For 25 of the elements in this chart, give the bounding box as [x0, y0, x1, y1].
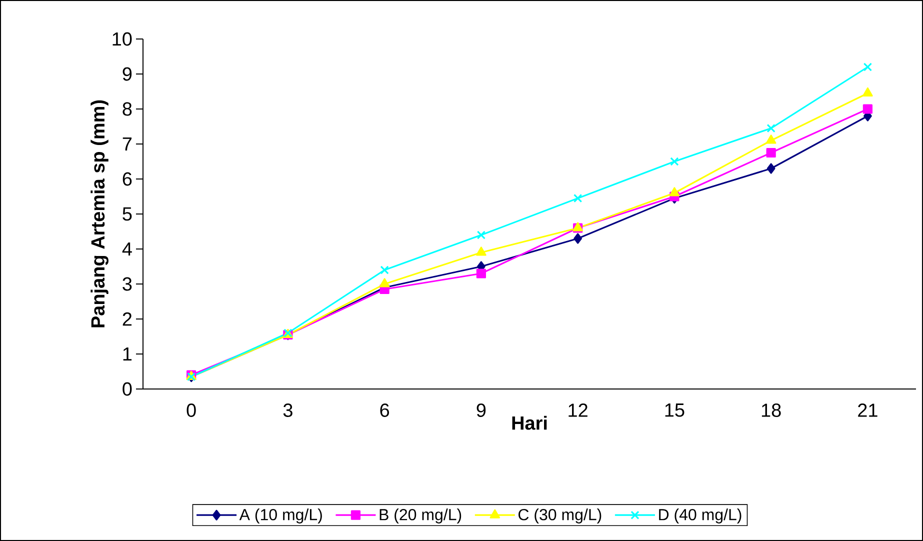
x-tick-label: 18: [762, 404, 781, 417]
legend-label: A (10 mg/L): [239, 508, 322, 524]
y-tick-label: 5: [122, 207, 132, 221]
y-tick-label: 0: [122, 382, 132, 396]
x-tick-label: 6: [380, 404, 390, 417]
x-tick-label: 0: [186, 404, 196, 417]
y-tick-label: 7: [122, 137, 132, 151]
x-tick-label: 9: [476, 404, 486, 417]
y-tick-label: 6: [122, 172, 132, 186]
x-tick-label: 3: [283, 404, 292, 417]
y-tick-label: 8: [122, 102, 132, 116]
y-tick-label: 3: [122, 277, 132, 291]
y-tick-label: 1: [123, 347, 132, 361]
legend-label: B (20 mg/L): [380, 508, 462, 524]
y-axis-title: Panjang Artemia sp (mm): [90, 100, 108, 328]
x-tick-label: 21: [858, 404, 878, 417]
legend-label: C (30 mg/L): [518, 508, 602, 524]
y-tick-label: 9: [122, 67, 132, 81]
x-tick-label: 12: [568, 404, 588, 417]
x-axis-title: Hari: [512, 416, 547, 430]
y-tick-label: 2: [122, 312, 132, 326]
y-tick-label: 10: [112, 32, 132, 46]
legend-label: D (40 mg/L): [659, 508, 742, 524]
y-tick-label: 4: [122, 242, 132, 256]
x-tick-label: 15: [665, 404, 684, 417]
